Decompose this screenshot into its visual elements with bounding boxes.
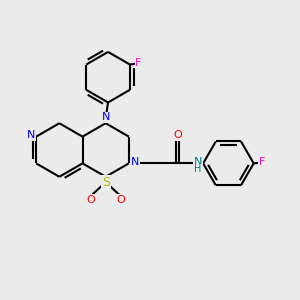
Text: N: N bbox=[131, 158, 140, 167]
Text: F: F bbox=[259, 158, 265, 167]
Text: H: H bbox=[194, 164, 202, 174]
Text: N: N bbox=[194, 157, 202, 166]
Text: S: S bbox=[102, 176, 110, 189]
Text: O: O bbox=[86, 195, 95, 205]
Text: N: N bbox=[27, 130, 35, 140]
Text: O: O bbox=[173, 130, 182, 140]
Text: O: O bbox=[116, 195, 125, 205]
Text: F: F bbox=[135, 58, 141, 68]
Text: N: N bbox=[102, 112, 110, 122]
